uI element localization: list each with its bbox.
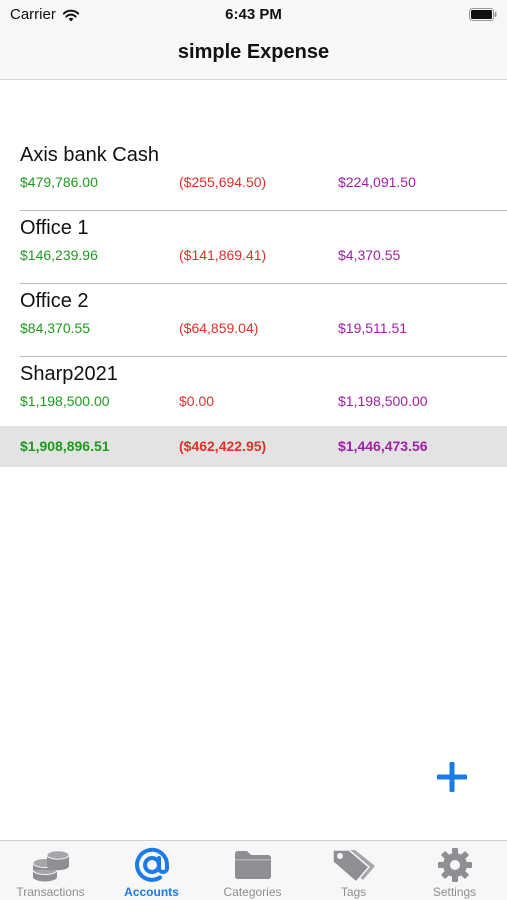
row-divider (20, 356, 507, 357)
add-account-button[interactable] (434, 759, 470, 795)
account-income: $1,198,500.00 (20, 393, 110, 409)
tab-settings[interactable]: Settings (404, 841, 505, 900)
at-icon (134, 847, 169, 882)
plus-icon (437, 762, 467, 792)
tab-label: Settings (432, 885, 477, 899)
total-expense: ($462,422.95) (179, 438, 267, 454)
tab-categories[interactable]: Categories (202, 841, 303, 900)
row-divider (20, 210, 507, 211)
wifi-icon (62, 9, 80, 21)
row-divider (20, 283, 507, 284)
clock-time: 6:43 PM (225, 6, 282, 23)
total-income: $1,908,896.51 (20, 438, 110, 454)
account-name: Sharp2021 (20, 363, 118, 385)
status-bar: Carrier 6:43 PM (0, 0, 507, 30)
account-balance: $224,091.50 (338, 174, 416, 190)
navigation-bar: simple Expense (0, 30, 507, 80)
tab-label: Tags (340, 885, 367, 899)
battery-icon (469, 8, 497, 21)
account-balance: $19,511.51 (338, 320, 408, 336)
account-income: $146,239.96 (20, 247, 98, 263)
account-name: Axis bank Cash (20, 144, 159, 166)
tab-transactions[interactable]: Transactions (0, 841, 101, 900)
account-name: Office 1 (20, 217, 89, 239)
tab-accounts[interactable]: Accounts (101, 841, 202, 900)
folder-icon (234, 851, 271, 879)
total-balance: $1,446,473.56 (338, 438, 428, 454)
account-row-office-2[interactable]: Office 2 $84,370.55 ($64,859.04) $19,511… (0, 284, 507, 357)
page-title: simple Expense (177, 41, 330, 63)
gear-icon (437, 848, 472, 882)
tab-bar: Transactions Accounts Categories Tags (0, 840, 507, 900)
coins-icon (32, 850, 69, 882)
carrier-group: Carrier (10, 6, 80, 23)
tab-tags[interactable]: Tags (303, 841, 404, 900)
account-expense: ($255,694.50) (179, 174, 267, 190)
accounts-list: Axis bank Cash $479,786.00 ($255,694.50)… (0, 138, 507, 430)
account-expense: $0.00 (179, 393, 215, 409)
account-balance: $1,198,500.00 (338, 393, 428, 409)
totals-row: $1,908,896.51 ($462,422.95) $1,446,473.5… (0, 426, 507, 467)
account-row-sharp2021[interactable]: Sharp2021 $1,198,500.00 $0.00 $1,198,500… (0, 357, 507, 430)
account-expense: ($64,859.04) (179, 320, 259, 336)
account-income: $84,370.55 (20, 320, 91, 336)
carrier-label: Carrier (10, 6, 56, 23)
tab-label: Accounts (124, 885, 179, 899)
tags-icon (331, 849, 375, 884)
tab-label: Transactions (16, 885, 85, 899)
account-row-axis-bank-cash[interactable]: Axis bank Cash $479,786.00 ($255,694.50)… (0, 138, 507, 211)
account-row-office-1[interactable]: Office 1 $146,239.96 ($141,869.41) $4,37… (0, 211, 507, 284)
account-income: $479,786.00 (20, 174, 98, 190)
account-expense: ($141,869.41) (179, 247, 267, 263)
account-balance: $4,370.55 (338, 247, 401, 263)
tab-label: Categories (223, 885, 282, 899)
account-name: Office 2 (20, 290, 89, 312)
